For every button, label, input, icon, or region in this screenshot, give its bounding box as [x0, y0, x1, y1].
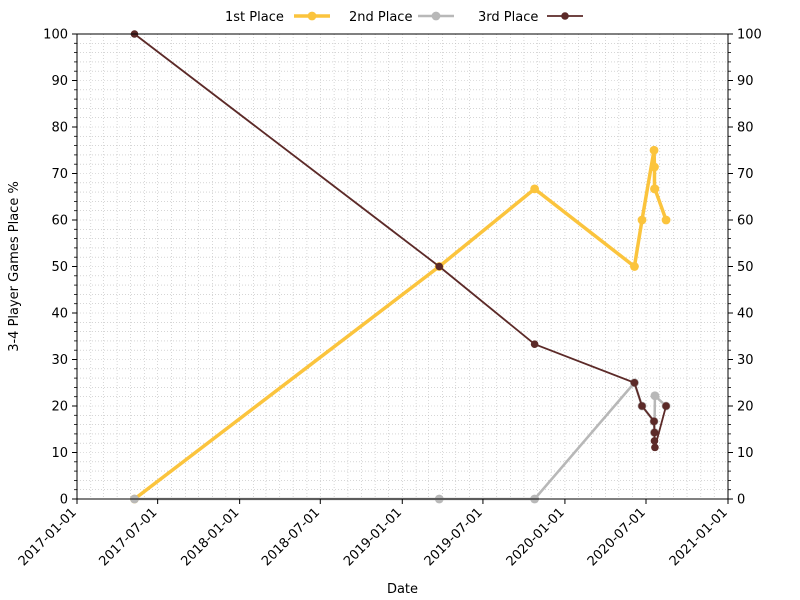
y-tick-label-right: 30: [737, 353, 754, 368]
legend: 1st Place 2nd Place 3rd Place: [225, 10, 583, 25]
series-3: [130, 30, 670, 452]
y-tick-label-left: 60: [51, 214, 68, 229]
y-tick-label-left: 10: [51, 446, 68, 461]
x-tick-label: 2017-01-01: [16, 505, 80, 569]
data-point: [650, 437, 659, 445]
series-line: [133, 33, 667, 449]
data-point: [650, 391, 660, 401]
y-tick-label-left: 80: [51, 121, 68, 136]
y-tick-label-right: 50: [737, 260, 754, 275]
y-tick-label-right: 70: [737, 167, 754, 182]
x-tick-label: 2020-07-01: [585, 505, 649, 569]
data-point: [630, 378, 639, 387]
y-tick-label-left: 20: [51, 400, 68, 415]
legend-label: 2nd Place: [349, 10, 412, 25]
y-tick-label-right: 20: [737, 400, 754, 415]
legend-label: 1st Place: [225, 10, 284, 25]
y-tick-label-left: 0: [60, 493, 68, 508]
data-point: [649, 145, 659, 155]
data-point: [637, 215, 647, 225]
y-tick-label-left: 100: [43, 28, 68, 43]
series-1: [130, 145, 671, 504]
y-tick-label-left: 40: [51, 307, 68, 322]
y-tick-label-right: 100: [737, 28, 762, 43]
y-tick-label-right: 10: [737, 446, 754, 461]
x-axis-label: Date: [387, 582, 418, 597]
legend-marker: [561, 12, 569, 20]
y-tick-label-right: 60: [737, 214, 754, 229]
data-point: [661, 215, 671, 225]
y-tick-label-right: 90: [737, 74, 754, 89]
x-tick-label: 2019-01-01: [341, 505, 405, 569]
data-point: [650, 428, 659, 437]
x-tick-label: 2018-07-01: [259, 505, 323, 569]
data-point: [638, 402, 646, 410]
data-point: [530, 184, 540, 194]
y-tick-label-right: 80: [737, 121, 754, 136]
data-point: [650, 184, 660, 194]
y-tick-label-right: 40: [737, 307, 754, 322]
x-tick-label: 2020-01-01: [504, 505, 568, 569]
legend-marker: [307, 11, 317, 21]
y-tick-label-left: 70: [51, 167, 68, 182]
data-point: [662, 402, 670, 410]
legend-label: 3rd Place: [478, 10, 538, 25]
data-point: [435, 262, 444, 271]
x-tick-label: 2017-07-01: [96, 505, 160, 569]
series-layer: [130, 30, 671, 504]
data-point: [530, 340, 539, 348]
x-tick-label: 2018-01-01: [178, 505, 242, 569]
x-tick-label: 2019-07-01: [422, 505, 486, 569]
y-tick-label-left: 50: [51, 260, 68, 275]
y-tick-label-left: 90: [51, 74, 68, 89]
data-point: [650, 162, 659, 172]
y-tick-label-left: 30: [51, 353, 68, 368]
grid: [76, 33, 729, 500]
series-line: [133, 148, 668, 501]
legend-marker: [431, 11, 441, 21]
data-point: [630, 262, 639, 271]
data-point: [651, 443, 659, 452]
x-tick-label: 2021-01-01: [667, 505, 731, 569]
y-tick-label-right: 0: [737, 493, 745, 508]
series-line: [134, 381, 667, 501]
y-axis-label: 3-4 Player Games Place %: [7, 181, 22, 352]
data-point: [650, 417, 658, 426]
axis-ticks: 0 0 10 10 20 20 30 30 40 40 50 50 60 60 70 70 80 80 90 90 10…: [16, 28, 762, 570]
